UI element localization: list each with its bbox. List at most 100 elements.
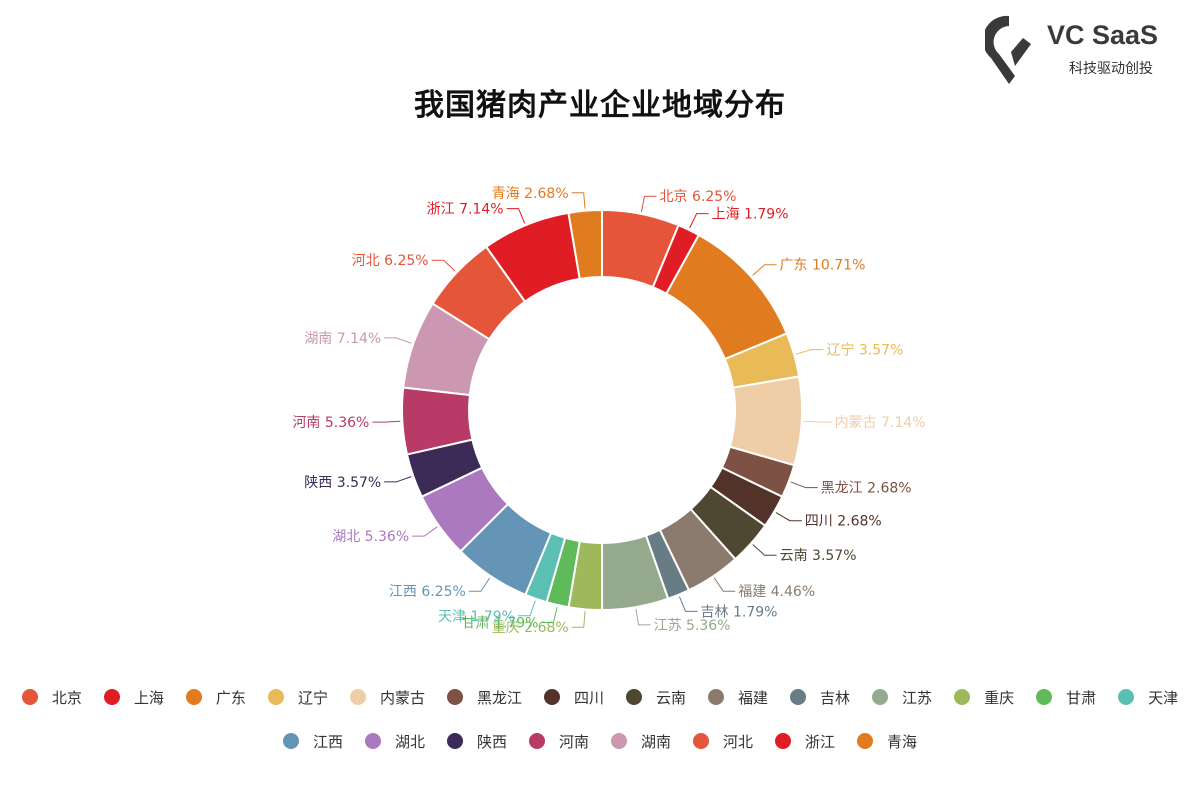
slice-label: 云南 3.57% — [780, 548, 857, 564]
legend-item[interactable]: 河北 — [693, 726, 753, 756]
legend-item[interactable]: 甘肃 — [1036, 682, 1096, 712]
legend-label: 湖北 — [394, 732, 425, 751]
legend-item[interactable]: 天津 — [1118, 682, 1178, 712]
brand-mark-icon — [985, 15, 1031, 84]
legend-swatch — [103, 689, 120, 705]
label-leader-line — [678, 596, 698, 612]
legend-item[interactable]: 云南 — [626, 682, 686, 712]
slice-label: 湖南 7.14% — [304, 331, 381, 347]
legend-label: 重庆 — [984, 688, 1015, 707]
legend-item[interactable]: 四川 — [543, 682, 604, 712]
legend-item[interactable]: 辽宁 — [267, 682, 328, 712]
legend-item[interactable]: 内蒙古 — [349, 682, 425, 712]
legend-item[interactable]: 湖南 — [611, 726, 671, 756]
brand-tagline: 科技驱动创投 — [1069, 61, 1153, 77]
legend-item[interactable]: 陕西 — [446, 726, 507, 756]
legend-swatch — [872, 689, 889, 705]
legend-item[interactable]: 吉林 — [790, 682, 850, 712]
legend-item[interactable]: 湖北 — [364, 726, 425, 756]
label-leader-line — [790, 481, 818, 489]
legend-label: 天津 — [1148, 688, 1179, 707]
legend-item[interactable]: 北京 — [21, 682, 82, 712]
legend-label: 吉林 — [820, 688, 851, 707]
label-leader-line — [468, 577, 491, 592]
legend-item[interactable]: 福建 — [708, 682, 768, 712]
label-leader-line — [431, 259, 456, 272]
legend-label: 陕西 — [476, 732, 507, 751]
legend-label: 黑龙江 — [476, 688, 522, 707]
legend-label: 河北 — [723, 732, 754, 751]
legend-label: 浙江 — [805, 732, 836, 751]
legend-swatch — [857, 733, 874, 749]
slice-label: 福建 4.46% — [738, 584, 815, 600]
slice-label: 上海 1.79% — [712, 207, 789, 223]
slice-label: 江西 6.25% — [389, 584, 466, 600]
legend-swatch — [185, 689, 202, 705]
legend-label: 内蒙古 — [379, 688, 425, 707]
label-leader-line — [795, 349, 824, 355]
legend-label: 四川 — [573, 688, 604, 707]
legend-swatch — [364, 733, 381, 749]
legend-swatch — [954, 689, 971, 705]
label-leader-line — [372, 420, 401, 423]
label-leader-line — [384, 337, 412, 344]
label-leader-line — [775, 512, 802, 522]
slice-label: 辽宁 3.57% — [826, 342, 903, 359]
slice-label: 黑龙江 2.68% — [821, 481, 912, 497]
legend-label: 湖南 — [641, 732, 672, 751]
label-leader-line — [713, 577, 736, 592]
legend-label: 江苏 — [902, 688, 933, 707]
legend-label: 青海 — [887, 732, 918, 751]
legend-item[interactable]: 重庆 — [954, 682, 1014, 712]
legend-item[interactable]: 江苏 — [872, 682, 932, 712]
label-leader-line — [752, 264, 777, 276]
legend-row: 江西 湖北 陕西 河南 湖南 河北 浙江 青海 — [0, 726, 1200, 756]
legend-swatch — [446, 689, 463, 705]
legend-item[interactable]: 河南 — [528, 726, 589, 756]
legend-label: 辽宁 — [297, 688, 328, 707]
legend-swatch — [626, 689, 642, 705]
legend-item[interactable]: 上海 — [103, 682, 164, 712]
legend-item[interactable]: 黑龙江 — [446, 682, 522, 712]
slice-label: 北京 6.25% — [660, 189, 737, 205]
label-leader-line — [506, 208, 526, 224]
label-leader-line — [412, 526, 438, 537]
legend-swatch — [708, 689, 725, 705]
label-leader-line — [571, 192, 586, 209]
donut-slice-青海[interactable] — [567, 208, 603, 281]
label-leader-line — [384, 476, 412, 483]
legend-label: 北京 — [51, 688, 82, 707]
label-leader-line — [803, 420, 832, 423]
label-leader-line — [689, 213, 709, 229]
legend-swatch — [693, 733, 710, 749]
legend-row: 北京 上海 广东 辽宁 内蒙古 黑龙江 四川 云南 福建 吉林 江苏 重庆 甘肃 天津 — [0, 682, 1200, 712]
slice-label: 陕西 3.57% — [304, 475, 381, 491]
label-leader-line — [571, 611, 586, 628]
legend-item[interactable]: 青海 — [857, 726, 917, 756]
slice-label: 青海 2.68% — [492, 186, 569, 202]
slice-label: 广东 10.71% — [780, 258, 866, 274]
slice-label: 重庆 2.68% — [492, 620, 569, 636]
legend-label: 福建 — [738, 688, 769, 707]
label-leader-line — [752, 544, 777, 556]
legend-item[interactable]: 广东 — [185, 682, 246, 712]
legend-swatch — [543, 689, 560, 705]
legend-item[interactable]: 江西 — [282, 726, 343, 756]
brand-name: VC SaaS — [1047, 20, 1159, 50]
slice-label: 湖北 5.36% — [332, 529, 409, 545]
label-leader-line — [517, 600, 536, 617]
legend-label: 甘肃 — [1066, 688, 1097, 707]
legend-swatch — [446, 733, 463, 749]
slice-label: 天津 1.79% — [438, 609, 515, 625]
legend-item[interactable]: 浙江 — [775, 726, 835, 756]
legend-label: 云南 — [656, 688, 687, 707]
legend-swatch — [267, 689, 284, 705]
slice-label: 河北 6.25% — [352, 253, 429, 269]
slice-label: 河南 5.36% — [292, 415, 369, 431]
donut-chart: 北京 6.25% 上海 1.79% 广东 10.71% 辽宁 3.57% 内蒙古 7.1… — [292, 186, 925, 636]
legend-label: 江西 — [312, 732, 343, 751]
legend-label: 河南 — [558, 732, 589, 751]
legend-swatch — [775, 733, 792, 749]
label-leader-line — [640, 195, 657, 212]
legend-swatch — [528, 733, 545, 749]
